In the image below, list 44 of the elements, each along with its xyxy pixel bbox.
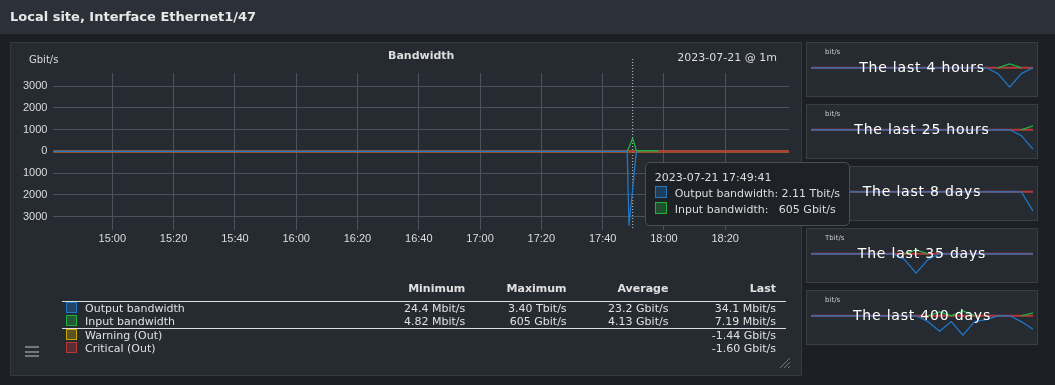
data-label: 7.19 Mbit/s [713, 315, 777, 329]
data-label: 3.40 Tbit/s [507, 301, 568, 315]
x-tick-label: 17:20 [527, 232, 556, 245]
y-tick-label: 1000 [22, 122, 48, 135]
category-label: Average [616, 281, 670, 297]
y-tick-label: 2000 [22, 100, 48, 113]
data-label: -1.60 Gbit/s [710, 342, 777, 355]
chart-title: The last 4 hours [858, 59, 986, 75]
legend-label: Output bandwidth [84, 301, 186, 315]
chart-subtitle: Bandwidth [388, 49, 455, 62]
chart-title: The last 25 hours [853, 121, 991, 137]
annotation: 2023-07-21 17:49:41 Output bandwidth: 2.11 Tbit/s Input bandwidth: 605 Gbit/s [654, 170, 841, 219]
y-tick-label: 3000 [22, 209, 48, 222]
chart-title: The last 8 days [862, 183, 982, 199]
data-label: 4.82 Mbit/s [402, 315, 467, 329]
y-tick-label: 2000 [22, 187, 48, 200]
category-label: Maximum [505, 281, 568, 297]
x-tick-label: 16:40 [405, 232, 433, 245]
x-tick-label: 15:40 [221, 232, 249, 245]
category-label: Minimum [407, 281, 467, 297]
text: 2023-07-21 @ 1m [677, 51, 777, 64]
x-tick-label: 18:00 [650, 232, 678, 245]
data-label: -1.44 Gbit/s [710, 328, 777, 342]
x-tick-label: 15:00 [98, 232, 127, 245]
data-label: 4.13 Gbit/s [607, 315, 670, 329]
category-label: Last [748, 281, 777, 297]
x-tick-label: 17:00 [466, 232, 494, 245]
legend-label: Critical (Out) [84, 342, 157, 355]
data-label: 24.4 Mbit/s [402, 301, 467, 315]
y-tick-label: 0 [41, 144, 48, 157]
x-tick-label: 16:00 [282, 232, 310, 245]
legend-label: Input bandwidth [84, 315, 176, 329]
x-tick-label: 16:20 [343, 232, 372, 245]
y-tick-label: 1000 [22, 166, 48, 179]
data-label: 34.1 Mbit/s [713, 301, 777, 315]
y-tick-label: 3000 [22, 79, 48, 92]
data-label: 605 Gbit/s [508, 315, 568, 329]
chart-title: Local site, Interface Ethernet1/47 [0, 0, 1055, 34]
data-label: 23.2 Gbit/s [607, 301, 670, 315]
x-tick-label: 17:40 [588, 232, 617, 245]
x-tick-label: 18:20 [711, 232, 739, 245]
legend-label: Warning (Out) [84, 328, 164, 342]
y-axis-title: Gbit/s [29, 54, 59, 65]
x-tick-label: 15:20 [159, 232, 188, 245]
